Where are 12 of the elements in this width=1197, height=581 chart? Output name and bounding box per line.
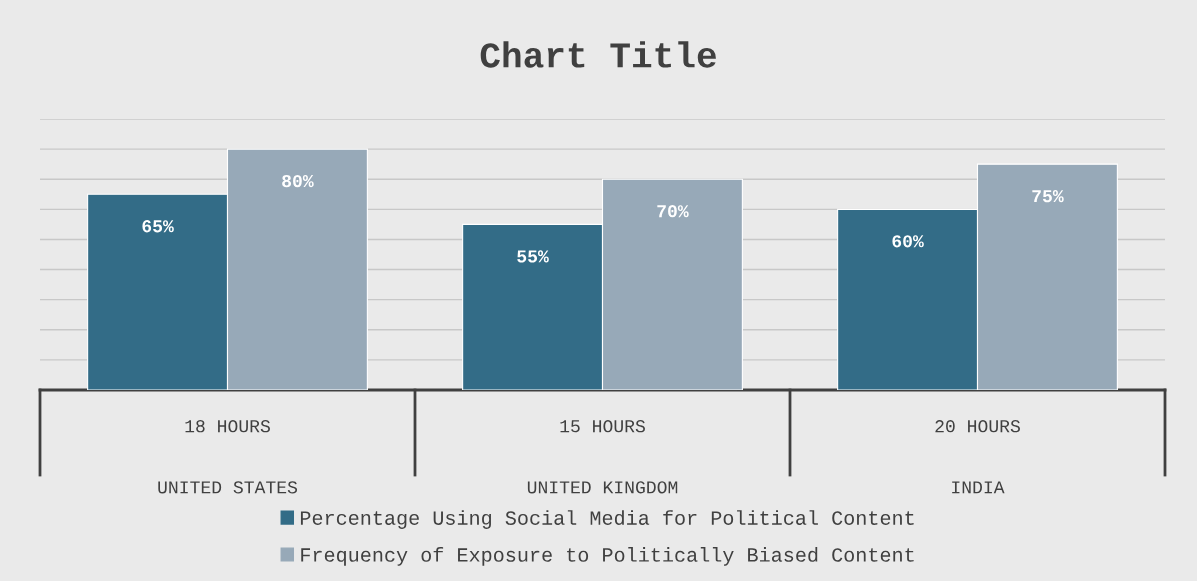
- data-label: 55%: [517, 250, 549, 263]
- category-label: 15 HOURS UNITED KINGDOM: [527, 420, 678, 494]
- chart-title: Chart Title: [480, 41, 716, 68]
- data-label: 70%: [657, 205, 689, 218]
- category-label: 18 HOURS UNITED STATES: [158, 420, 298, 494]
- category-label: 20 HOURS INDIA: [935, 420, 1020, 494]
- legend-label: Frequency of Exposure to Politically Biased Content: [301, 547, 914, 566]
- data-label: 75%: [1032, 190, 1064, 203]
- data-label: 60%: [892, 235, 924, 248]
- data-label: 80%: [282, 174, 314, 188]
- data-label: 65%: [142, 220, 174, 233]
- legend-label: Percentage Using Social Media for Political Content: [300, 510, 914, 529]
